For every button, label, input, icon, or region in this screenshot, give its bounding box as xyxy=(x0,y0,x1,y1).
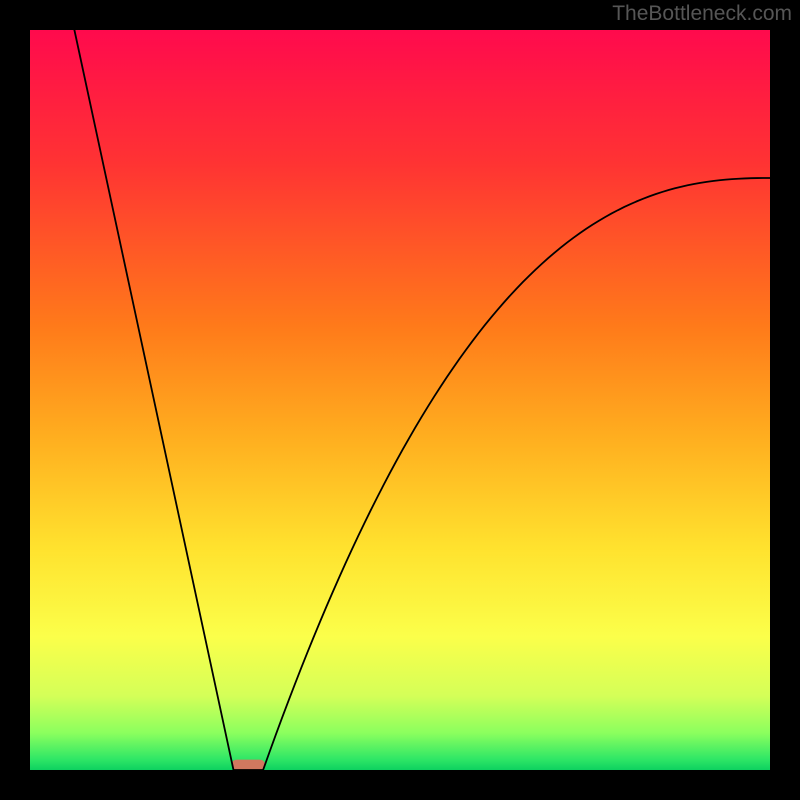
plot-area xyxy=(30,30,770,770)
chart-container: TheBottleneck.com xyxy=(0,0,800,800)
minimum-marker xyxy=(232,760,265,770)
chart-svg xyxy=(0,0,800,800)
watermark-text: TheBottleneck.com xyxy=(612,2,792,26)
